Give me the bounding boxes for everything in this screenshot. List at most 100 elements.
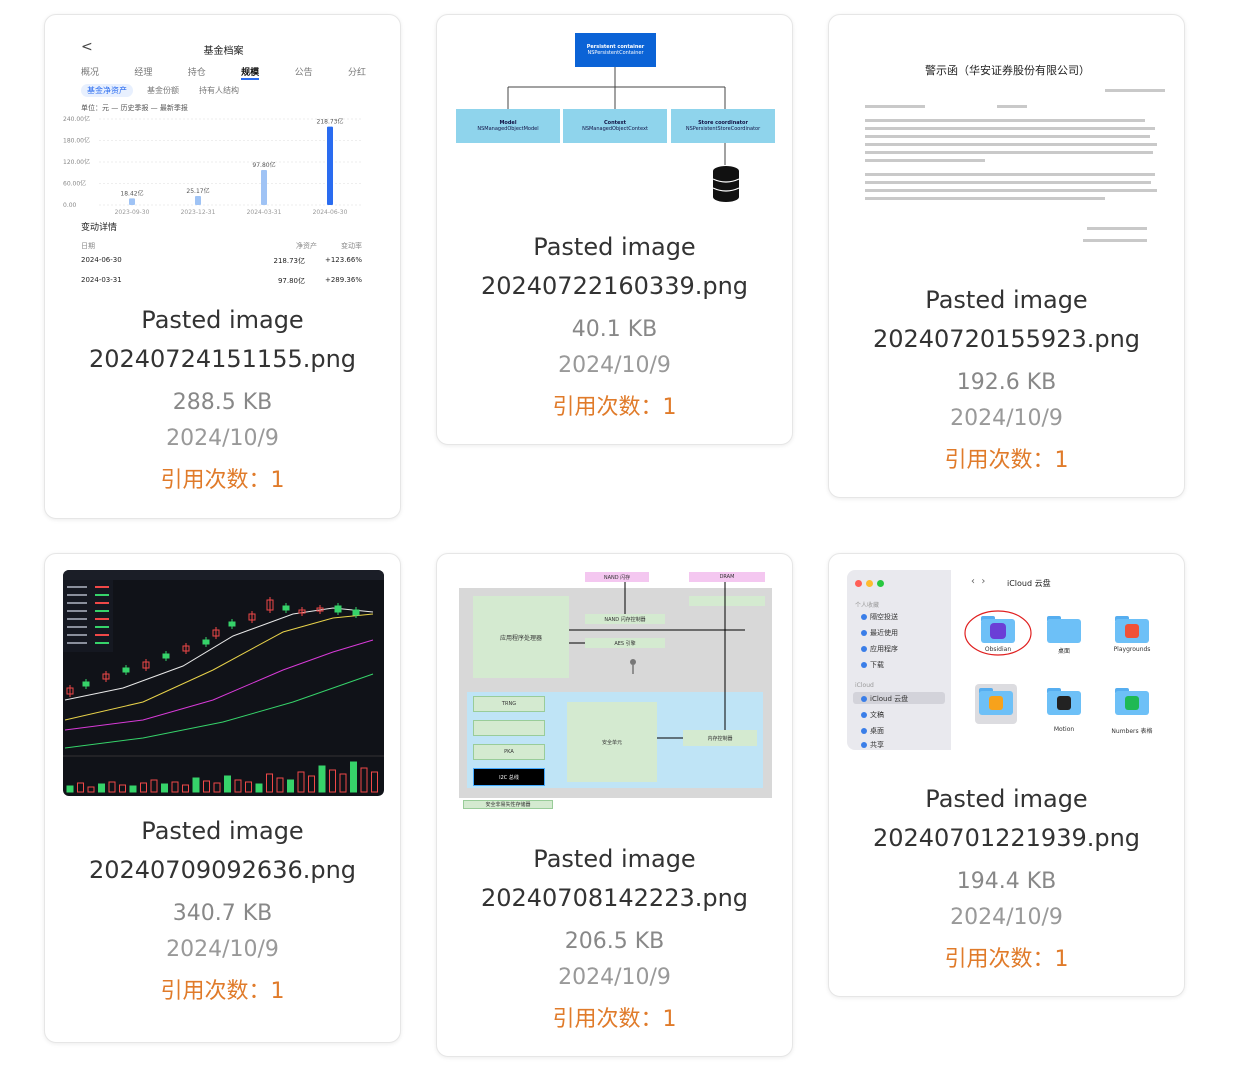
file-date: 2024/10/9 xyxy=(950,406,1063,431)
quote-label xyxy=(67,618,87,620)
zoom-icon xyxy=(877,580,884,587)
pka-box: PKA xyxy=(473,744,545,760)
candle xyxy=(228,621,236,627)
bar xyxy=(327,126,333,205)
file-card[interactable]: < 基金档案 概况 经理 持仓 规模 公告 分红 基金净资产 基金份额 持有人结… xyxy=(44,14,401,519)
pill: 基金份额 xyxy=(147,86,179,95)
table-row: 2024-03-31 97.80亿 +289.36% xyxy=(81,276,362,286)
tab: 经理 xyxy=(134,68,153,78)
tab: 持仓 xyxy=(187,68,206,78)
bar-value-label: 18.42亿 xyxy=(120,189,143,197)
box-subtitle: NSPersistentContainer xyxy=(587,50,644,56)
file-name-date: 20240724151155.png xyxy=(88,345,357,373)
tab: 公告 xyxy=(294,68,313,78)
reference-count: 引用次数：1 xyxy=(552,1007,677,1032)
back-icon: < xyxy=(81,39,93,55)
tab: 概况 xyxy=(81,68,100,78)
cell: +123.66% xyxy=(324,256,362,264)
file-card[interactable]: 个人收藏 隔空投送 最近使用 应用程序 下载 iCloud iCloud 云盘 … xyxy=(828,553,1185,997)
file-size: 192.6 KB xyxy=(956,370,1057,395)
candle xyxy=(298,609,306,614)
quote-value xyxy=(95,642,109,644)
thumbnail-image: 个人收藏 隔空投送 最近使用 应用程序 下载 iCloud iCloud 云盘 … xyxy=(847,570,1168,750)
box-title: Context xyxy=(603,120,627,126)
folder-icon xyxy=(981,616,1015,643)
folder-label: Numbers 表格 xyxy=(1111,728,1153,735)
volume-bar xyxy=(182,784,189,793)
file-name: Pasted image xyxy=(141,817,304,845)
volume-bar xyxy=(245,781,252,793)
tab: 分红 xyxy=(347,68,366,78)
box-title: Persistent container xyxy=(586,44,645,50)
pill: 持有人结构 xyxy=(199,86,239,95)
candle xyxy=(334,605,342,613)
file-card[interactable]: 警示函（华安证券股份有限公司） Pasted image 20240720155… xyxy=(828,14,1185,498)
candle xyxy=(162,653,170,659)
sidebar-item: 应用程序 xyxy=(861,644,898,654)
moving-average-line xyxy=(64,607,374,701)
sidebar-item: 桌面 xyxy=(861,726,884,736)
bar-chart: 240.00亿 180.00亿 120.00亿 60.00亿 0.00 18.42亿 202… xyxy=(63,115,363,216)
sidebar-item: iCloud 云盘 xyxy=(861,694,908,704)
reference-count: 引用次数：1 xyxy=(552,395,677,420)
clock-icon xyxy=(861,630,867,636)
file-date: 2024/10/9 xyxy=(558,965,671,990)
volume-bar xyxy=(150,779,158,793)
moving-average-line xyxy=(64,673,374,749)
minimize-icon xyxy=(866,580,873,587)
file-date: 2024/10/9 xyxy=(558,353,671,378)
volume-bar xyxy=(266,773,273,793)
volume-bar xyxy=(276,777,284,793)
apps-icon xyxy=(861,646,867,652)
candle xyxy=(102,673,110,680)
folder-icon xyxy=(979,688,1013,715)
file-name: Pasted image xyxy=(925,286,1088,314)
candle xyxy=(282,605,290,611)
file-card[interactable]: Pasted image 20240709092636.png 340.7 KB… xyxy=(44,553,401,1043)
folder-label: Playgrounds xyxy=(1113,646,1151,653)
app-processor: 应用程序处理器 xyxy=(473,596,569,678)
file-name: Pasted image xyxy=(533,233,696,261)
quote-value xyxy=(95,594,109,596)
file-card[interactable]: Persistent container NSPersistentContain… xyxy=(436,14,793,445)
mem-controller-top xyxy=(689,596,765,606)
file-size: 40.1 KB xyxy=(571,317,658,342)
quote-value xyxy=(95,626,109,628)
database-icon xyxy=(712,166,740,202)
file-name-date: 20240720155923.png xyxy=(872,325,1141,353)
quote-label xyxy=(67,602,87,604)
sidebar-item: 文稿 xyxy=(861,710,884,720)
text-line xyxy=(865,189,1157,192)
file-meta: Pasted image 20240709092636.png 340.7 KB… xyxy=(45,812,400,1014)
thumbnail-image: < 基金档案 概况 经理 持仓 规模 公告 分红 基金净资产 基金份额 持有人结… xyxy=(63,27,384,289)
motion-icon xyxy=(1057,696,1071,710)
box-title: Model xyxy=(499,120,517,126)
window-controls xyxy=(855,580,884,587)
document-title: 警示函（华安证券股份有限公司） xyxy=(925,64,1090,77)
text-line xyxy=(865,181,1151,184)
box-subtitle: NSPersistentStoreCoordinator xyxy=(685,126,761,132)
volume-bar xyxy=(192,777,200,793)
volume-bar xyxy=(213,782,221,793)
file-card[interactable]: NAND 闪存 DRAM 应用程序处理器 NAND 闪存控制器 AES 引擎 T… xyxy=(436,553,793,1057)
candle xyxy=(248,613,256,621)
reference-count: 引用次数：1 xyxy=(944,947,1069,972)
volume-bar xyxy=(350,761,357,793)
section-title: 变动详情 xyxy=(81,223,118,233)
volume-bar xyxy=(318,765,326,793)
candle xyxy=(316,607,324,612)
download-icon xyxy=(861,662,867,668)
quote-label xyxy=(67,626,87,628)
volume-bar xyxy=(360,767,368,793)
cell: 变动率 xyxy=(341,242,362,250)
text-line xyxy=(865,197,1105,200)
sidebar-item: 共享 xyxy=(861,740,884,750)
container-box: Persistent container NSPersistentContain… xyxy=(575,33,656,67)
text-line xyxy=(865,119,1145,122)
quote-value xyxy=(95,610,109,612)
folder-label: 桌面 xyxy=(1057,648,1070,655)
text-line xyxy=(1083,239,1147,242)
file-name: Pasted image xyxy=(533,845,696,873)
volume-bar xyxy=(77,782,84,793)
folder-label: Motion xyxy=(1053,726,1075,733)
